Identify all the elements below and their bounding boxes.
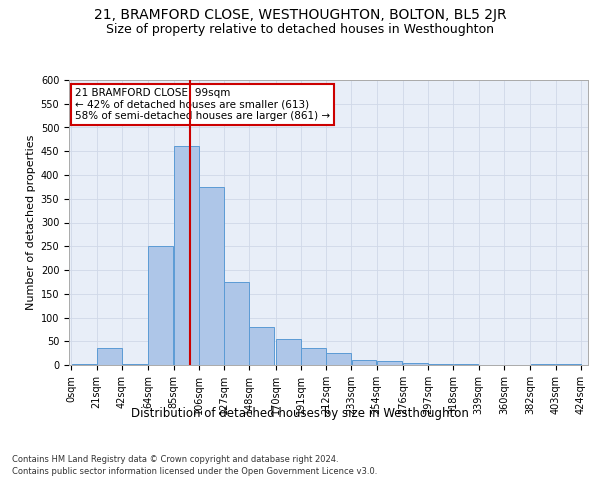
Bar	[199, 187, 224, 365]
Y-axis label: Number of detached properties: Number of detached properties	[26, 135, 37, 310]
Bar	[530, 364, 556, 365]
Text: 21, BRAMFORD CLOSE, WESTHOUGHTON, BOLTON, BL5 2JR: 21, BRAMFORD CLOSE, WESTHOUGHTON, BOLTON…	[94, 8, 506, 22]
Text: Contains public sector information licensed under the Open Government Licence v3: Contains public sector information licen…	[12, 468, 377, 476]
Text: Distribution of detached houses by size in Westhoughton: Distribution of detached houses by size …	[131, 408, 469, 420]
Bar	[71, 364, 97, 365]
Bar	[250, 327, 274, 365]
Bar	[454, 364, 478, 365]
Bar	[377, 361, 401, 365]
Bar	[428, 364, 453, 365]
Bar	[97, 348, 122, 365]
Bar	[276, 339, 301, 365]
Bar	[148, 246, 173, 365]
Bar	[224, 282, 249, 365]
Bar	[403, 363, 428, 365]
Bar	[122, 364, 147, 365]
Bar	[352, 360, 376, 365]
Bar	[174, 146, 199, 365]
Bar	[556, 364, 581, 365]
Text: Contains HM Land Registry data © Crown copyright and database right 2024.: Contains HM Land Registry data © Crown c…	[12, 455, 338, 464]
Text: 21 BRAMFORD CLOSE: 99sqm
← 42% of detached houses are smaller (613)
58% of semi-: 21 BRAMFORD CLOSE: 99sqm ← 42% of detach…	[75, 88, 330, 122]
Bar	[301, 348, 326, 365]
Text: Size of property relative to detached houses in Westhoughton: Size of property relative to detached ho…	[106, 22, 494, 36]
Bar	[326, 353, 351, 365]
